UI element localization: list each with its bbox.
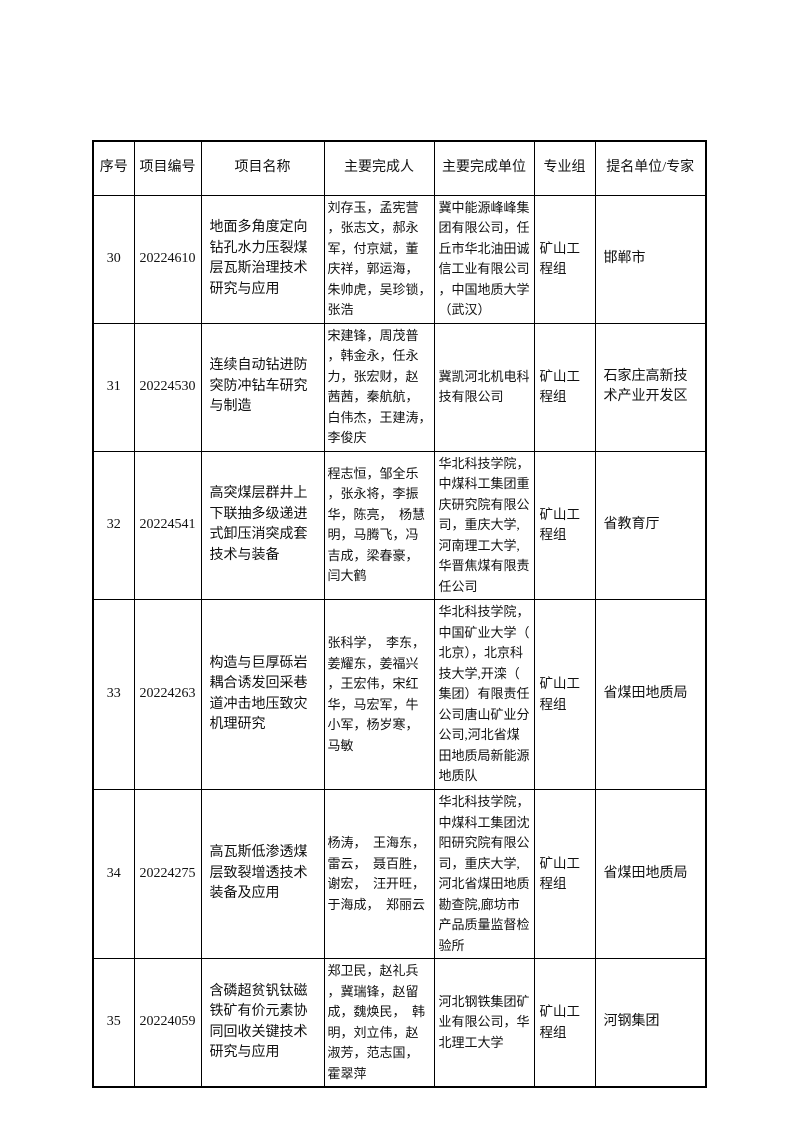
cell-project-name: 地面多角度定向钻孔水力压裂煤层瓦斯治理技术研究与应用 [200,194,325,324]
cell-seq: 35 [92,958,135,1088]
cell-contributors: 宋建锋，周茂普，韩金永，任永力，张宏财，赵茜茜，秦航航，白伟杰，王建涛， 李俊庆 [323,322,435,452]
cell-project-code: 20224263 [133,599,202,790]
cell-nominator: 省煤田地质局 [594,789,707,959]
cell-project-code: 20224059 [133,958,202,1088]
cell-project-code: 20224541 [133,450,202,600]
cell-contributors: 张科学， 李东，姜耀东，姜福兴，王宏伟，宋红华，马宏军，牛小军，杨岁寒， 马敏 [323,599,435,790]
cell-contributors: 刘存玉，孟宪营，张志文，郝永军，付京斌，董庆祥，郭运海，朱帅虎，吴珍锁， 张浩 [323,194,435,324]
cell-group: 矿山工程组 [533,450,596,600]
cell-seq: 32 [92,450,135,600]
table-row: 31 20224530 连续自动钻进防突防冲钻车研究与制造 宋建锋，周茂普，韩金… [92,322,707,452]
cell-main-units: 华北科技学院，中煤科工集团沈阳研究院有限公司，重庆大学,河北省煤田地质勘查院,廊… [433,789,535,959]
cell-group: 矿山工程组 [533,599,596,790]
header-row: 序号 项目编号 项目名称 主要完成人 主要完成单位 专业组 提名单位/专家 [92,140,707,196]
column-header-nominator: 提名单位/专家 [594,140,707,196]
cell-seq: 33 [92,599,135,790]
table-row: 32 20224541 高突煤层群井上下联抽多级递进式卸压消突成套技术与装备 程… [92,450,707,600]
cell-main-units: 冀凯河北机电科技有限公司 [433,322,535,452]
column-header-specialty-group: 专业组 [533,140,596,196]
cell-seq: 34 [92,789,135,959]
cell-main-units: 冀中能源峰峰集团有限公司，任丘市华北油田诚信工业有限公司，中国地质大学（武汉） [433,194,535,324]
cell-project-code: 20224610 [133,194,202,324]
cell-group: 矿山工程组 [533,958,596,1088]
table-row: 34 20224275 高瓦斯低渗透煤层致裂增透技术装备及应用 杨涛， 王海东，… [92,789,707,959]
cell-project-name: 高突煤层群井上下联抽多级递进式卸压消突成套技术与装备 [200,450,325,600]
cell-seq: 31 [92,322,135,452]
cell-nominator: 邯郸市 [594,194,707,324]
cell-main-units: 华北科技学院，中煤科工集团重庆研究院有限公司，重庆大学,河南理工大学,华晋焦煤有… [433,450,535,600]
cell-nominator: 省煤田地质局 [594,599,707,790]
cell-nominator: 石家庄高新技术产业开发区 [594,322,707,452]
cell-main-units: 华北科技学院，中国矿业大学（北京），北京科技大学,开滦（集团）有限责任公司唐山矿… [433,599,535,790]
cell-contributors: 杨涛， 王海东，雷云， 聂百胜，谢宏， 汪开旺，于海成， 郑丽云 [323,789,435,959]
cell-project-name: 连续自动钻进防突防冲钻车研究与制造 [200,322,325,452]
cell-group: 矿山工程组 [533,194,596,324]
cell-contributors: 郑卫民，赵礼兵，冀瑞锋，赵留成，魏焕民， 韩明，刘立伟，赵淑芳，范志国， 霍翠萍 [323,958,435,1088]
cell-project-name: 高瓦斯低渗透煤层致裂增透技术装备及应用 [200,789,325,959]
cell-contributors: 程志恒，邹全乐，张永将，李振华，陈亮， 杨慧明，马腾飞，冯吉成，梁春豪， 闫大鹤 [323,450,435,600]
column-header-seq: 序号 [92,140,135,196]
table-row: 30 20224610 地面多角度定向钻孔水力压裂煤层瓦斯治理技术研究与应用 刘… [92,194,707,324]
cell-nominator: 省教育厅 [594,450,707,600]
cell-main-units: 河北钢铁集团矿业有限公司，华北理工大学 [433,958,535,1088]
cell-group: 矿山工程组 [533,322,596,452]
cell-group: 矿山工程组 [533,789,596,959]
column-header-main-units: 主要完成单位 [433,140,535,196]
cell-seq: 30 [92,194,135,324]
cell-nominator: 河钢集团 [594,958,707,1088]
cell-project-name: 构造与巨厚砾岩耦合诱发回采巷道冲击地压致灾机理研究 [200,599,325,790]
cell-project-code: 20224275 [133,789,202,959]
column-header-main-contributors: 主要完成人 [323,140,435,196]
column-header-project-name: 项目名称 [200,140,325,196]
column-header-project-code: 项目编号 [133,140,202,196]
awards-table: 序号 项目编号 项目名称 主要完成人 主要完成单位 专业组 提名单位/专家 30… [92,140,707,1088]
table-row: 35 20224059 含磷超贫钒钛磁铁矿有价元素协同回收关键技术研究与应用 郑… [92,958,707,1088]
cell-project-name: 含磷超贫钒钛磁铁矿有价元素协同回收关键技术研究与应用 [200,958,325,1088]
cell-project-code: 20224530 [133,322,202,452]
table-row: 33 20224263 构造与巨厚砾岩耦合诱发回采巷道冲击地压致灾机理研究 张科… [92,599,707,790]
